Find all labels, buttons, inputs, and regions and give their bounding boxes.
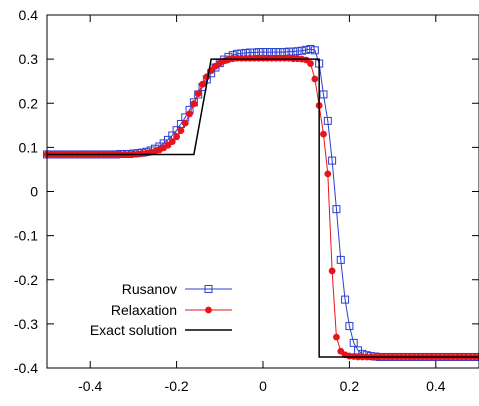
data-point-rusanov [349,338,358,347]
y-tick-label: 0.3 [19,51,39,67]
legend: Rusanov Relaxation Exact solution [90,281,232,338]
data-point-relaxation [181,119,189,127]
legend-marker-rusanov [204,285,213,293]
data-point-relaxation [186,110,193,118]
legend-marker-relaxation [205,306,212,314]
series-layer [43,44,479,361]
data-point-relaxation [177,127,185,135]
data-point-rusanov [302,45,311,54]
data-point-rusanov [289,47,298,56]
data-point-relaxation [199,80,206,88]
legend-label-relaxation: Relaxation [111,302,177,318]
x-tick-label: -0.4 [78,378,102,394]
x-tick-label: 0.2 [340,378,360,394]
series-line-exact-solution [47,58,479,358]
y-tick-label: -0.3 [14,316,38,332]
series-rusanov [43,44,479,361]
y-tick-label: -0.1 [14,228,38,244]
data-point-relaxation [190,100,198,108]
data-point-relaxation [333,333,340,341]
y-tick-label: 0.2 [19,95,39,111]
legend-label-exact-solution: Exact solution [90,322,177,338]
data-point-relaxation [320,130,327,138]
axes: 0.4 0.3 0.2 0.1 0 -0.1 -0.2 -0.3 -0.4 -0.4 -0.2 0 0.… [14,7,479,394]
x-tick-label: 0.4 [426,378,446,394]
data-point-relaxation [168,138,176,146]
y-tick-label: 0.1 [19,139,39,155]
data-point-relaxation [194,90,202,97]
y-tick-label: 0 [30,184,38,200]
data-point-rusanov [341,295,350,304]
data-point-rusanov [306,44,315,53]
series-relaxation [43,54,479,361]
x-tick-label: -0.2 [165,378,189,394]
data-point-rusanov [323,116,332,125]
y-tick-label: 0.4 [19,7,39,23]
data-point-relaxation [311,75,319,83]
data-point-rusanov [319,90,328,99]
legend-label-rusanov: Rusanov [122,281,177,297]
data-point-relaxation [324,170,332,178]
y-tick-label: -0.2 [14,272,38,288]
y-tick-label: -0.4 [14,360,38,376]
data-point-rusanov [297,46,306,55]
data-point-rusanov [336,255,345,264]
data-point-relaxation [328,267,336,275]
data-point-rusanov [293,47,302,56]
data-point-rusanov [332,205,341,214]
x-tick-label: 0 [259,378,267,394]
data-point-rusanov [310,46,319,55]
data-point-relaxation [173,133,181,141]
data-point-relaxation [307,60,314,67]
data-point-rusanov [345,322,354,331]
data-point-rusanov [328,156,337,165]
series-exact-solution [47,58,479,358]
